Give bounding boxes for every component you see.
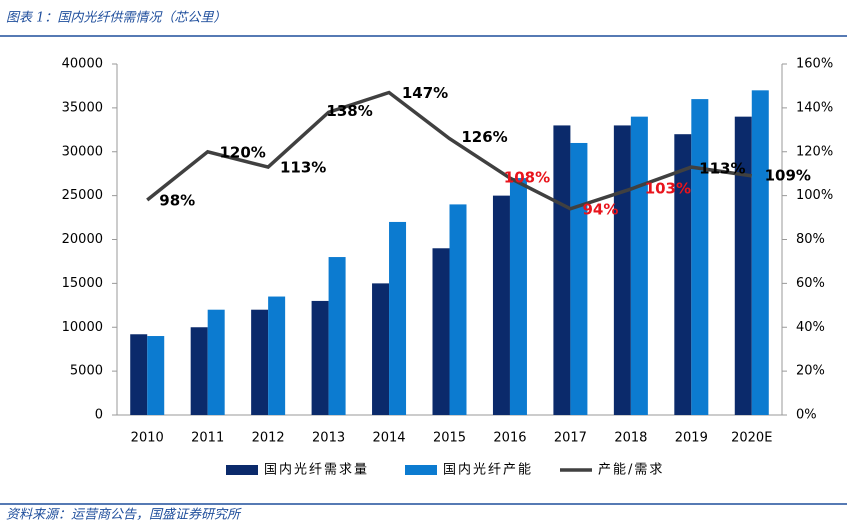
- x-tick-label: 2017: [554, 431, 587, 446]
- data-label: 138%: [326, 102, 372, 120]
- bar: [130, 334, 148, 415]
- bar: [251, 309, 269, 415]
- bar: [691, 99, 709, 415]
- bar: [311, 300, 329, 415]
- bar: [449, 204, 467, 415]
- ratio-line: [146, 90, 753, 211]
- x-tick-label: 2015: [433, 431, 466, 446]
- data-label: 108%: [504, 169, 550, 187]
- y2-tick-label: 0%: [796, 408, 817, 423]
- data-label: 120%: [220, 143, 266, 161]
- legend-swatch: [226, 465, 258, 475]
- bar: [207, 309, 225, 415]
- bar: [734, 116, 752, 416]
- bar: [570, 142, 588, 415]
- x-tick-label: 2018: [614, 431, 647, 446]
- data-label: 109%: [765, 166, 811, 184]
- bar: [751, 90, 769, 415]
- bar: [190, 327, 208, 415]
- bar: [372, 283, 390, 415]
- header-title: 图表 1：国内光纤供需情况（芯公里）: [6, 10, 226, 26]
- y-tick-label: 25000: [62, 188, 103, 203]
- data-label: 103%: [645, 180, 691, 198]
- legend-label: 产能/需求: [598, 463, 664, 478]
- data-label: 126%: [461, 128, 507, 146]
- data-label: 94%: [582, 200, 618, 218]
- y2-tick-label: 40%: [796, 320, 825, 335]
- x-tick-label: 2020E: [731, 431, 772, 446]
- y2-tick-label: 80%: [796, 232, 825, 247]
- x-tick-label: 2012: [252, 431, 285, 446]
- x-tick-label: 2016: [493, 431, 526, 446]
- bar: [509, 178, 527, 415]
- y-tick-label: 30000: [62, 144, 103, 159]
- x-tick-label: 2019: [675, 431, 708, 446]
- y2-tick-label: 140%: [796, 100, 833, 115]
- y2-tick-label: 100%: [796, 188, 833, 203]
- source-note: 资料来源：运营商公告，国盛证券研究所: [6, 507, 242, 523]
- bar: [147, 336, 165, 415]
- data-label: 113%: [280, 159, 326, 177]
- bar: [613, 125, 631, 416]
- bar: [492, 195, 510, 415]
- y-tick-label: 10000: [62, 320, 103, 335]
- legend-label: 国内光纤产能: [443, 462, 533, 478]
- x-tick-label: 2013: [312, 431, 345, 446]
- y-tick-label: 15000: [62, 276, 103, 291]
- bar: [328, 257, 346, 415]
- bar: [389, 221, 407, 415]
- y-tick-label: 35000: [62, 100, 103, 115]
- bar: [674, 134, 692, 415]
- legend-swatch: [405, 465, 437, 475]
- y-tick-label: 40000: [62, 57, 103, 72]
- y-tick-label: 0: [95, 408, 103, 423]
- bar: [553, 125, 571, 416]
- x-tick-label: 2014: [372, 431, 405, 446]
- y-tick-label: 5000: [70, 364, 103, 379]
- y2-tick-label: 20%: [796, 364, 825, 379]
- legend-label: 国内光纤需求量: [264, 462, 369, 478]
- x-tick-label: 2010: [131, 431, 164, 446]
- bar: [268, 296, 286, 415]
- y2-tick-label: 120%: [796, 144, 833, 159]
- bar: [432, 248, 450, 415]
- y-tick-label: 20000: [62, 232, 103, 247]
- data-label: 147%: [402, 84, 448, 102]
- x-tick-label: 2011: [191, 431, 224, 446]
- data-label: 113%: [699, 160, 745, 178]
- y2-tick-label: 60%: [796, 276, 825, 291]
- y2-tick-label: 160%: [796, 57, 833, 72]
- data-label: 98%: [159, 192, 195, 210]
- bar: [630, 116, 648, 416]
